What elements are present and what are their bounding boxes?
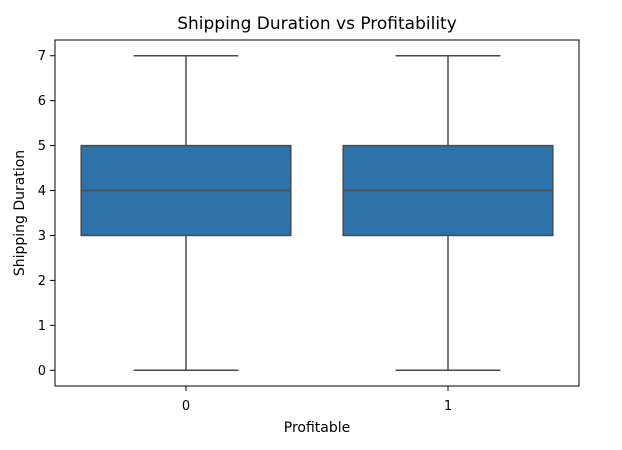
chart-title: Shipping Duration vs Profitability: [177, 14, 457, 34]
y-tick-label: 5: [38, 139, 46, 154]
y-axis: 0 1 2 3 4 5 6 7: [38, 49, 55, 379]
y-tick-label: 6: [38, 94, 46, 109]
plot-frame: [54, 39, 580, 387]
y-tick-label: 2: [38, 274, 46, 289]
y-tick-label: 4: [38, 184, 46, 199]
y-axis-label: Shipping Duration: [12, 150, 28, 276]
y-tick-label: 1: [38, 319, 46, 334]
y-tick-label: 0: [38, 364, 46, 379]
box-0: [80, 54, 292, 372]
x-tick-label: 1: [444, 399, 452, 414]
chart-marks: [80, 54, 554, 372]
box-1: [342, 54, 554, 372]
x-tick-label: 0: [182, 399, 190, 414]
y-tick-label: 7: [38, 49, 46, 64]
x-axis-label: Profitable: [284, 420, 351, 436]
y-tick-label: 3: [38, 229, 46, 244]
